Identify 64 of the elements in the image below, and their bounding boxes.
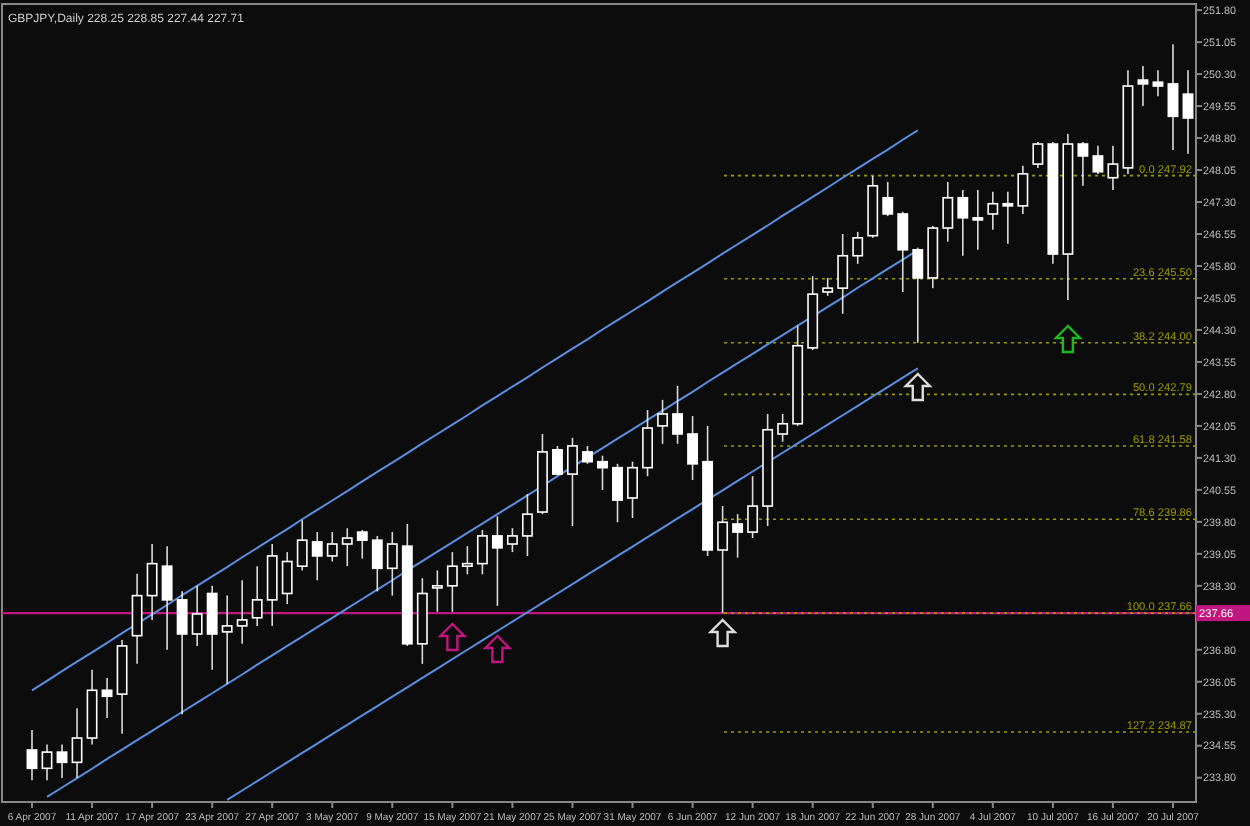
candlestick <box>71 707 83 779</box>
candlestick <box>972 189 984 251</box>
candlestick <box>567 437 578 527</box>
candlestick <box>161 545 173 651</box>
line-series <box>31 129 919 692</box>
candlestick <box>191 585 203 647</box>
candlestick <box>296 519 308 572</box>
candlestick <box>461 545 473 576</box>
candlestick <box>957 189 969 257</box>
candlestick <box>281 551 293 605</box>
candlestick <box>1092 144 1104 175</box>
candlestick <box>657 399 668 445</box>
candlestick <box>431 569 443 613</box>
candlestick <box>552 445 563 476</box>
candlestick <box>371 535 383 593</box>
candlestick <box>146 543 158 621</box>
candlestick <box>1017 164 1029 215</box>
candlestick <box>311 531 323 582</box>
candlestick <box>1002 190 1014 245</box>
candlestick <box>942 181 954 243</box>
candlestick <box>597 454 608 491</box>
candlestick <box>852 231 864 265</box>
candlestick <box>101 677 113 719</box>
candlestick <box>446 551 458 613</box>
candlestick <box>56 743 68 779</box>
candlestick <box>386 531 398 597</box>
candlestick <box>717 505 729 614</box>
candlestick <box>642 409 653 478</box>
candlestick <box>506 527 518 553</box>
candlestick <box>672 385 684 445</box>
candlestick <box>837 233 849 315</box>
candlestick <box>897 211 909 293</box>
candlestick <box>987 190 999 231</box>
candlestick <box>491 515 503 607</box>
candlestick <box>912 246 924 344</box>
candlestick <box>356 529 368 560</box>
candlestick <box>687 415 699 481</box>
candlestick <box>1032 141 1044 169</box>
candlestick <box>627 460 638 519</box>
candlestick <box>476 529 488 576</box>
candlestick <box>251 565 263 627</box>
candlestick <box>41 743 53 782</box>
candlestick <box>1182 69 1194 155</box>
candlestick <box>732 513 744 559</box>
candlestick <box>341 527 353 567</box>
candlestick <box>86 669 98 746</box>
candlestick <box>221 594 233 685</box>
candlestick <box>176 590 188 715</box>
candlestick <box>1107 144 1119 191</box>
candlestick <box>612 463 623 524</box>
candlestick <box>236 579 248 645</box>
candlestick <box>882 181 894 217</box>
candlestick <box>1137 65 1149 107</box>
candlestick <box>326 531 338 563</box>
candlestick <box>131 573 143 665</box>
candlestick <box>206 585 218 671</box>
candlestick <box>1167 43 1179 151</box>
candlestick <box>777 413 789 443</box>
candlestick <box>1152 69 1164 98</box>
candlestick <box>521 493 533 557</box>
candlestick <box>26 729 38 782</box>
candlestick <box>747 475 759 539</box>
candlestick <box>1077 141 1089 187</box>
candlestick <box>266 543 278 627</box>
